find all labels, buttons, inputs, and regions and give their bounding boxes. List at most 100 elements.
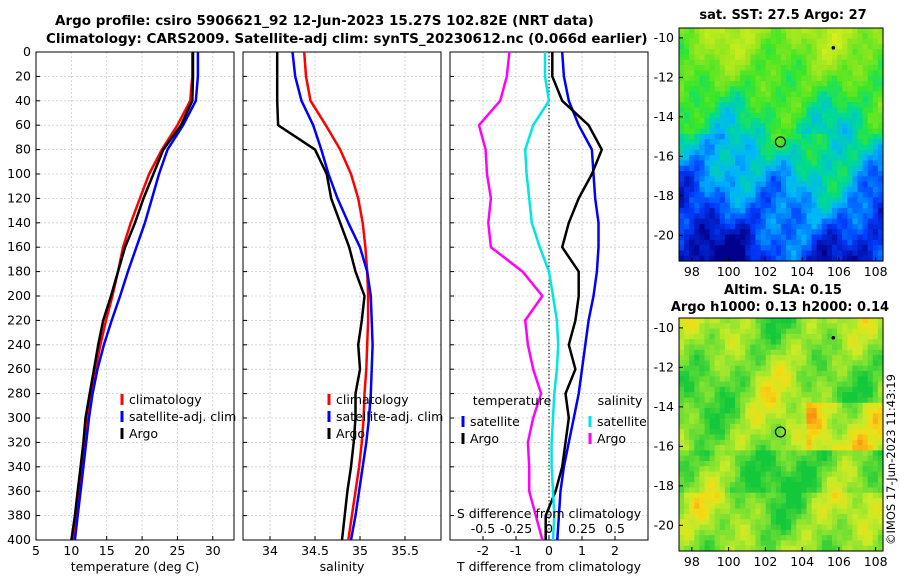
map-cell	[699, 165, 706, 172]
map-cell	[770, 59, 777, 66]
map-cell	[867, 112, 874, 119]
map-cell	[842, 65, 848, 71]
map-cell	[714, 102, 721, 109]
map-cell	[694, 333, 700, 340]
map-cell	[801, 80, 808, 87]
map-cell	[755, 245, 762, 252]
map-cell	[699, 476, 706, 483]
map-cell	[832, 165, 838, 172]
map-cell	[832, 492, 838, 499]
map-cell	[735, 323, 741, 330]
map-cell	[786, 118, 792, 124]
map-cell	[699, 181, 706, 188]
map-cell	[709, 28, 716, 34]
map-cell	[755, 487, 762, 494]
map-cell	[816, 245, 823, 252]
map-cell	[847, 487, 853, 494]
map-cell	[862, 524, 869, 531]
map-cell	[745, 208, 751, 214]
map-cell	[755, 170, 762, 177]
map-cell	[709, 476, 716, 483]
map-cell	[740, 139, 746, 146]
map-cell	[791, 492, 797, 499]
map-cell	[791, 112, 797, 119]
map-cell	[791, 418, 797, 425]
map-cell	[791, 439, 797, 446]
map-cell	[811, 245, 818, 252]
map-cell	[714, 408, 721, 414]
y-tick-label: 40	[15, 93, 31, 108]
map-cell	[832, 408, 838, 414]
map-cell	[826, 445, 833, 451]
map-cell	[760, 418, 767, 425]
map-cell	[684, 349, 690, 356]
map-cell	[755, 133, 762, 140]
map-cell	[730, 529, 736, 536]
map-cell	[852, 545, 859, 552]
map-cell	[821, 386, 828, 393]
map-cell	[862, 186, 869, 193]
map-cell	[847, 418, 853, 425]
map-cell	[816, 86, 823, 93]
map-cell	[852, 482, 859, 489]
map-cell	[801, 439, 808, 446]
map-cell	[684, 176, 690, 183]
map-cell	[765, 524, 772, 531]
map-cell	[826, 149, 833, 156]
map-cell	[730, 155, 736, 161]
map-cell	[832, 397, 838, 404]
map-cell	[724, 392, 731, 399]
map-cell	[714, 186, 721, 193]
map-cell	[689, 328, 695, 335]
map-cell	[724, 535, 731, 542]
map-x-tick-label: 102	[753, 264, 777, 279]
map-cell	[811, 80, 818, 87]
map-cell	[689, 386, 695, 393]
map-cell	[837, 123, 843, 130]
map-cell	[847, 529, 853, 536]
map-cell	[679, 250, 685, 257]
map-cell	[806, 170, 813, 177]
map-cell	[801, 318, 808, 324]
map-cell	[847, 133, 853, 140]
map-cell	[877, 33, 884, 40]
map-cell	[816, 429, 823, 436]
map-cell	[735, 423, 741, 430]
map-cell	[755, 197, 762, 204]
map-cell	[837, 370, 843, 377]
map-cell	[699, 112, 706, 119]
map-cell	[730, 471, 736, 478]
map-cell	[781, 450, 787, 457]
map-cell	[877, 450, 884, 457]
map-cell	[791, 392, 797, 399]
map-cell	[781, 165, 787, 172]
map-cell	[847, 508, 853, 515]
map-cell	[714, 381, 721, 388]
map-cell	[821, 418, 828, 425]
map-cell	[786, 460, 792, 467]
map-cell	[821, 59, 828, 66]
map-cell	[730, 513, 736, 520]
map-cell	[862, 165, 869, 172]
map-cell	[872, 181, 879, 188]
map-cell	[760, 429, 767, 436]
map-x-tick-label: 100	[717, 554, 741, 569]
map-cell	[786, 208, 792, 214]
map-cell	[867, 229, 874, 236]
map-cell	[684, 423, 690, 430]
map-cell	[684, 186, 690, 193]
map-cell	[862, 360, 869, 367]
map-cell	[730, 545, 736, 552]
map-cell	[760, 59, 767, 66]
map-cell	[750, 28, 757, 34]
map-cell	[750, 503, 757, 510]
map-cell	[837, 112, 843, 119]
map-cell	[750, 355, 757, 361]
map-cell	[872, 466, 879, 473]
map-cell	[852, 498, 859, 504]
map-cell	[857, 376, 864, 383]
map-cell	[786, 328, 792, 335]
map-cell	[745, 460, 751, 467]
map-cell	[719, 519, 726, 526]
map-cell	[719, 360, 726, 367]
